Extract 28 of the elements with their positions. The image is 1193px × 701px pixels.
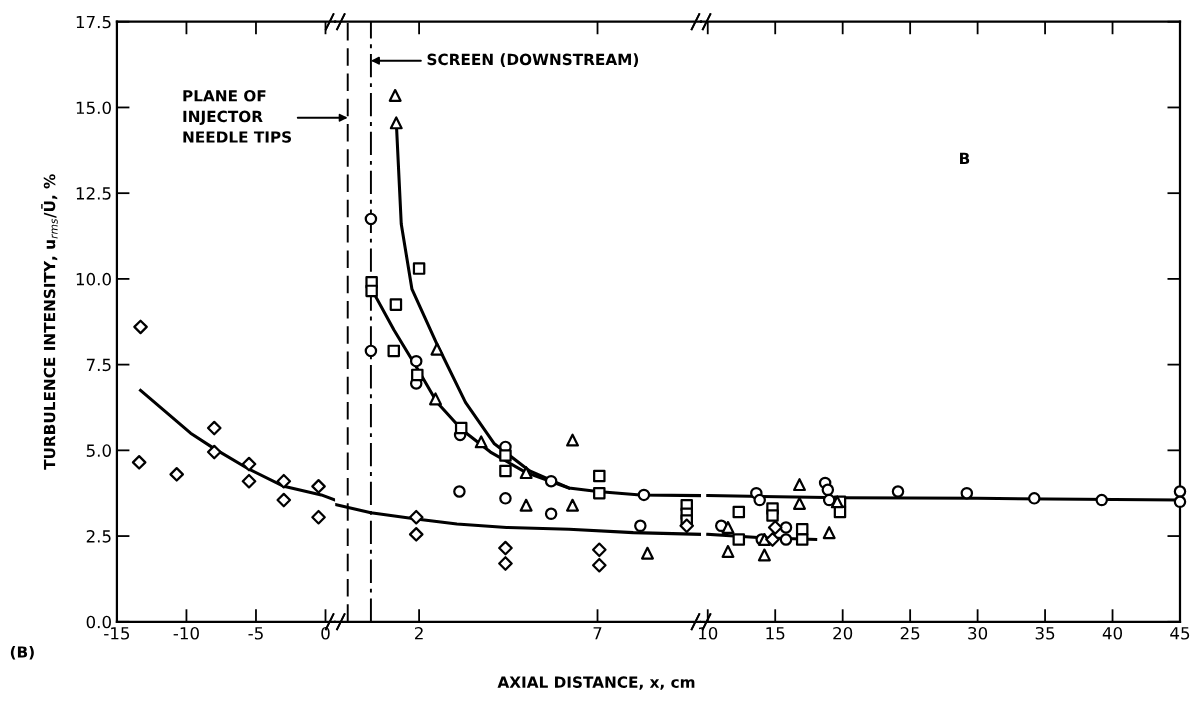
x-tick-label: 45 [1170, 627, 1190, 640]
y-axis-title: TURBULENCE INTENSITY, u$_{rms}$/Ū, % [41, 174, 58, 470]
y-tick-label: 5.0 [86, 444, 111, 457]
x-tick-label: 2 [415, 626, 423, 640]
text: (B) [10, 645, 34, 660]
x-tick-label: 15 [766, 627, 785, 640]
annotation: B [960, 152, 970, 164]
y-tick-label: 15.0 [76, 101, 111, 115]
x-tick-label: 35 [1035, 626, 1055, 640]
x-tick-label: 10 [698, 626, 718, 640]
x-tick-label: 25 [900, 626, 920, 640]
ref-line-label: SCREEN (DOWNSTREAM) [427, 53, 639, 67]
x-tick-label: -5 [248, 627, 263, 640]
x-tick-label: 0 [321, 626, 330, 640]
y-tick-label: 2.5 [86, 530, 111, 543]
y-tick-label: 7.5 [86, 358, 111, 372]
x-axis-title: AXIAL DISTANCE, x, cm [497, 676, 695, 690]
x-tick-label: 40 [1102, 626, 1123, 640]
y-tick-label: 0.0 [86, 615, 111, 629]
y-tick-label: 17.5 [76, 15, 111, 29]
y-tick-label: 12.5 [76, 187, 111, 200]
x-tick-label: -15 [104, 627, 130, 640]
x-tick-label: -10 [173, 626, 199, 640]
y-tick-label: 10.0 [76, 272, 111, 286]
x-tick-label: 30 [968, 626, 988, 640]
ref-line-label: PLANE OF INJECTOR NEEDLE TIPS [183, 90, 292, 143]
x-tick-label: 7 [593, 627, 602, 640]
x-tick-label: 20 [833, 626, 853, 640]
